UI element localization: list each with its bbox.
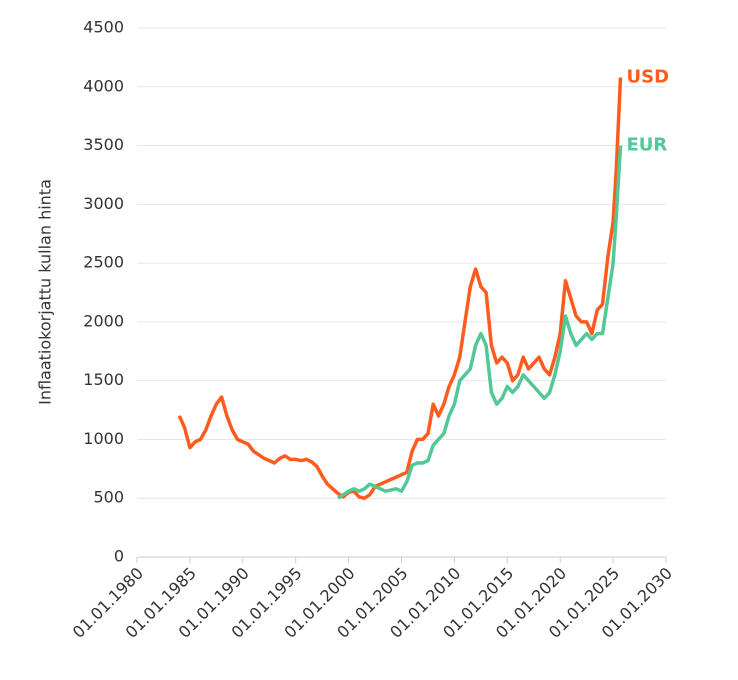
y-tick-label: 3000 <box>83 194 124 213</box>
series-label: USD <box>627 66 670 87</box>
y-tick-label: 0 <box>114 547 124 566</box>
y-tick-label: 4000 <box>83 76 124 95</box>
y-tick-label: 1000 <box>83 429 124 448</box>
series-line <box>177 77 623 500</box>
y-tick-label: 500 <box>93 488 124 507</box>
y-tick-label: 1500 <box>83 370 124 389</box>
y-tick-label: 2000 <box>83 311 124 330</box>
y-axis-label: Inflaatiokorjattu kullan hinta <box>36 179 55 405</box>
y-tick-label: 4500 <box>83 18 124 37</box>
series-line <box>337 145 623 500</box>
series-label: EUR <box>627 135 668 156</box>
y-tick-label: 3500 <box>83 135 124 154</box>
y-tick-label: 2500 <box>83 253 124 272</box>
